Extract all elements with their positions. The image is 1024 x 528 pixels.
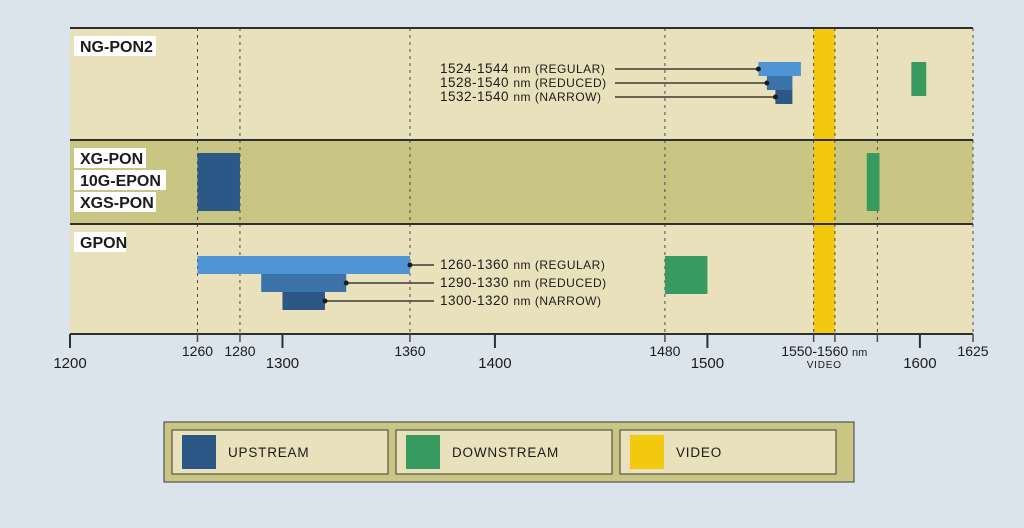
row-label-xg-0: XG-PON [80, 151, 143, 168]
pon-wavelength-chart: 1524-1544 nm (REGULAR)1528-1540 nm (REDU… [0, 0, 1024, 523]
minor-tick-label-1260: 1260 [182, 343, 213, 359]
major-tick-label-1300: 1300 [266, 355, 299, 372]
legend-label-upstream: UPSTREAM [228, 445, 309, 460]
callout-label: 1528-1540 nm (REDUCED) [440, 75, 607, 90]
major-tick-label-1400: 1400 [478, 355, 511, 372]
callout-label: 1524-1544 nm (REGULAR) [440, 61, 605, 76]
major-tick-label-1500: 1500 [691, 355, 724, 372]
bar-ngpon2-upstream2-1528 [767, 76, 792, 90]
minor-tick-label-1480: 1480 [649, 343, 680, 359]
row-label-gpon-0: GPON [80, 235, 127, 252]
legend-label-downstream: DOWNSTREAM [452, 445, 559, 460]
legend-label-video: VIDEO [676, 445, 722, 460]
callout-label: 1290-1330 nm (REDUCED) [440, 275, 607, 290]
bar-xg-upstream1-1260 [197, 153, 239, 211]
bar-gpon-upstream3-1260 [197, 256, 409, 274]
row-label-xg-2: XGS-PON [80, 195, 154, 212]
minor-tick-label-1360: 1360 [394, 343, 425, 359]
legend-swatch-downstream [406, 435, 440, 469]
row-label-ngpon2-0: NG-PON2 [80, 39, 153, 56]
chart-area: 1524-1544 nm (REGULAR)1528-1540 nm (REDU… [0, 0, 1024, 528]
video-band [814, 28, 835, 334]
callout-label: 1300-1320 nm (NARROW) [440, 293, 601, 308]
callout-label: 1532-1540 nm (NARROW) [440, 89, 601, 104]
bar-xg-downstream-1575 [867, 153, 880, 211]
bar-gpon-downstream-1480 [665, 256, 707, 294]
callout-label: 1260-1360 nm (REGULAR) [440, 257, 605, 272]
row-label-xg-1: 10G-EPON [80, 173, 161, 190]
minor-tick-label-1280: 1280 [224, 343, 255, 359]
video-range-label: 1550-1560 nm [781, 343, 867, 359]
legend-swatch-upstream [182, 435, 216, 469]
video-sub-label: VIDEO [807, 360, 842, 371]
bar-gpon-upstream2-1290 [261, 274, 346, 292]
minor-tick-label-1625: 1625 [957, 343, 988, 359]
bar-gpon-upstream1-1300 [282, 292, 324, 310]
major-tick-label-1600: 1600 [903, 355, 936, 372]
bar-ngpon2-downstream-1596 [911, 62, 926, 96]
bar-ngpon2-upstream1-1532 [775, 90, 792, 104]
major-tick-label-1200: 1200 [53, 355, 86, 372]
legend-swatch-video [630, 435, 664, 469]
bar-ngpon2-upstream3-1524 [758, 62, 800, 76]
